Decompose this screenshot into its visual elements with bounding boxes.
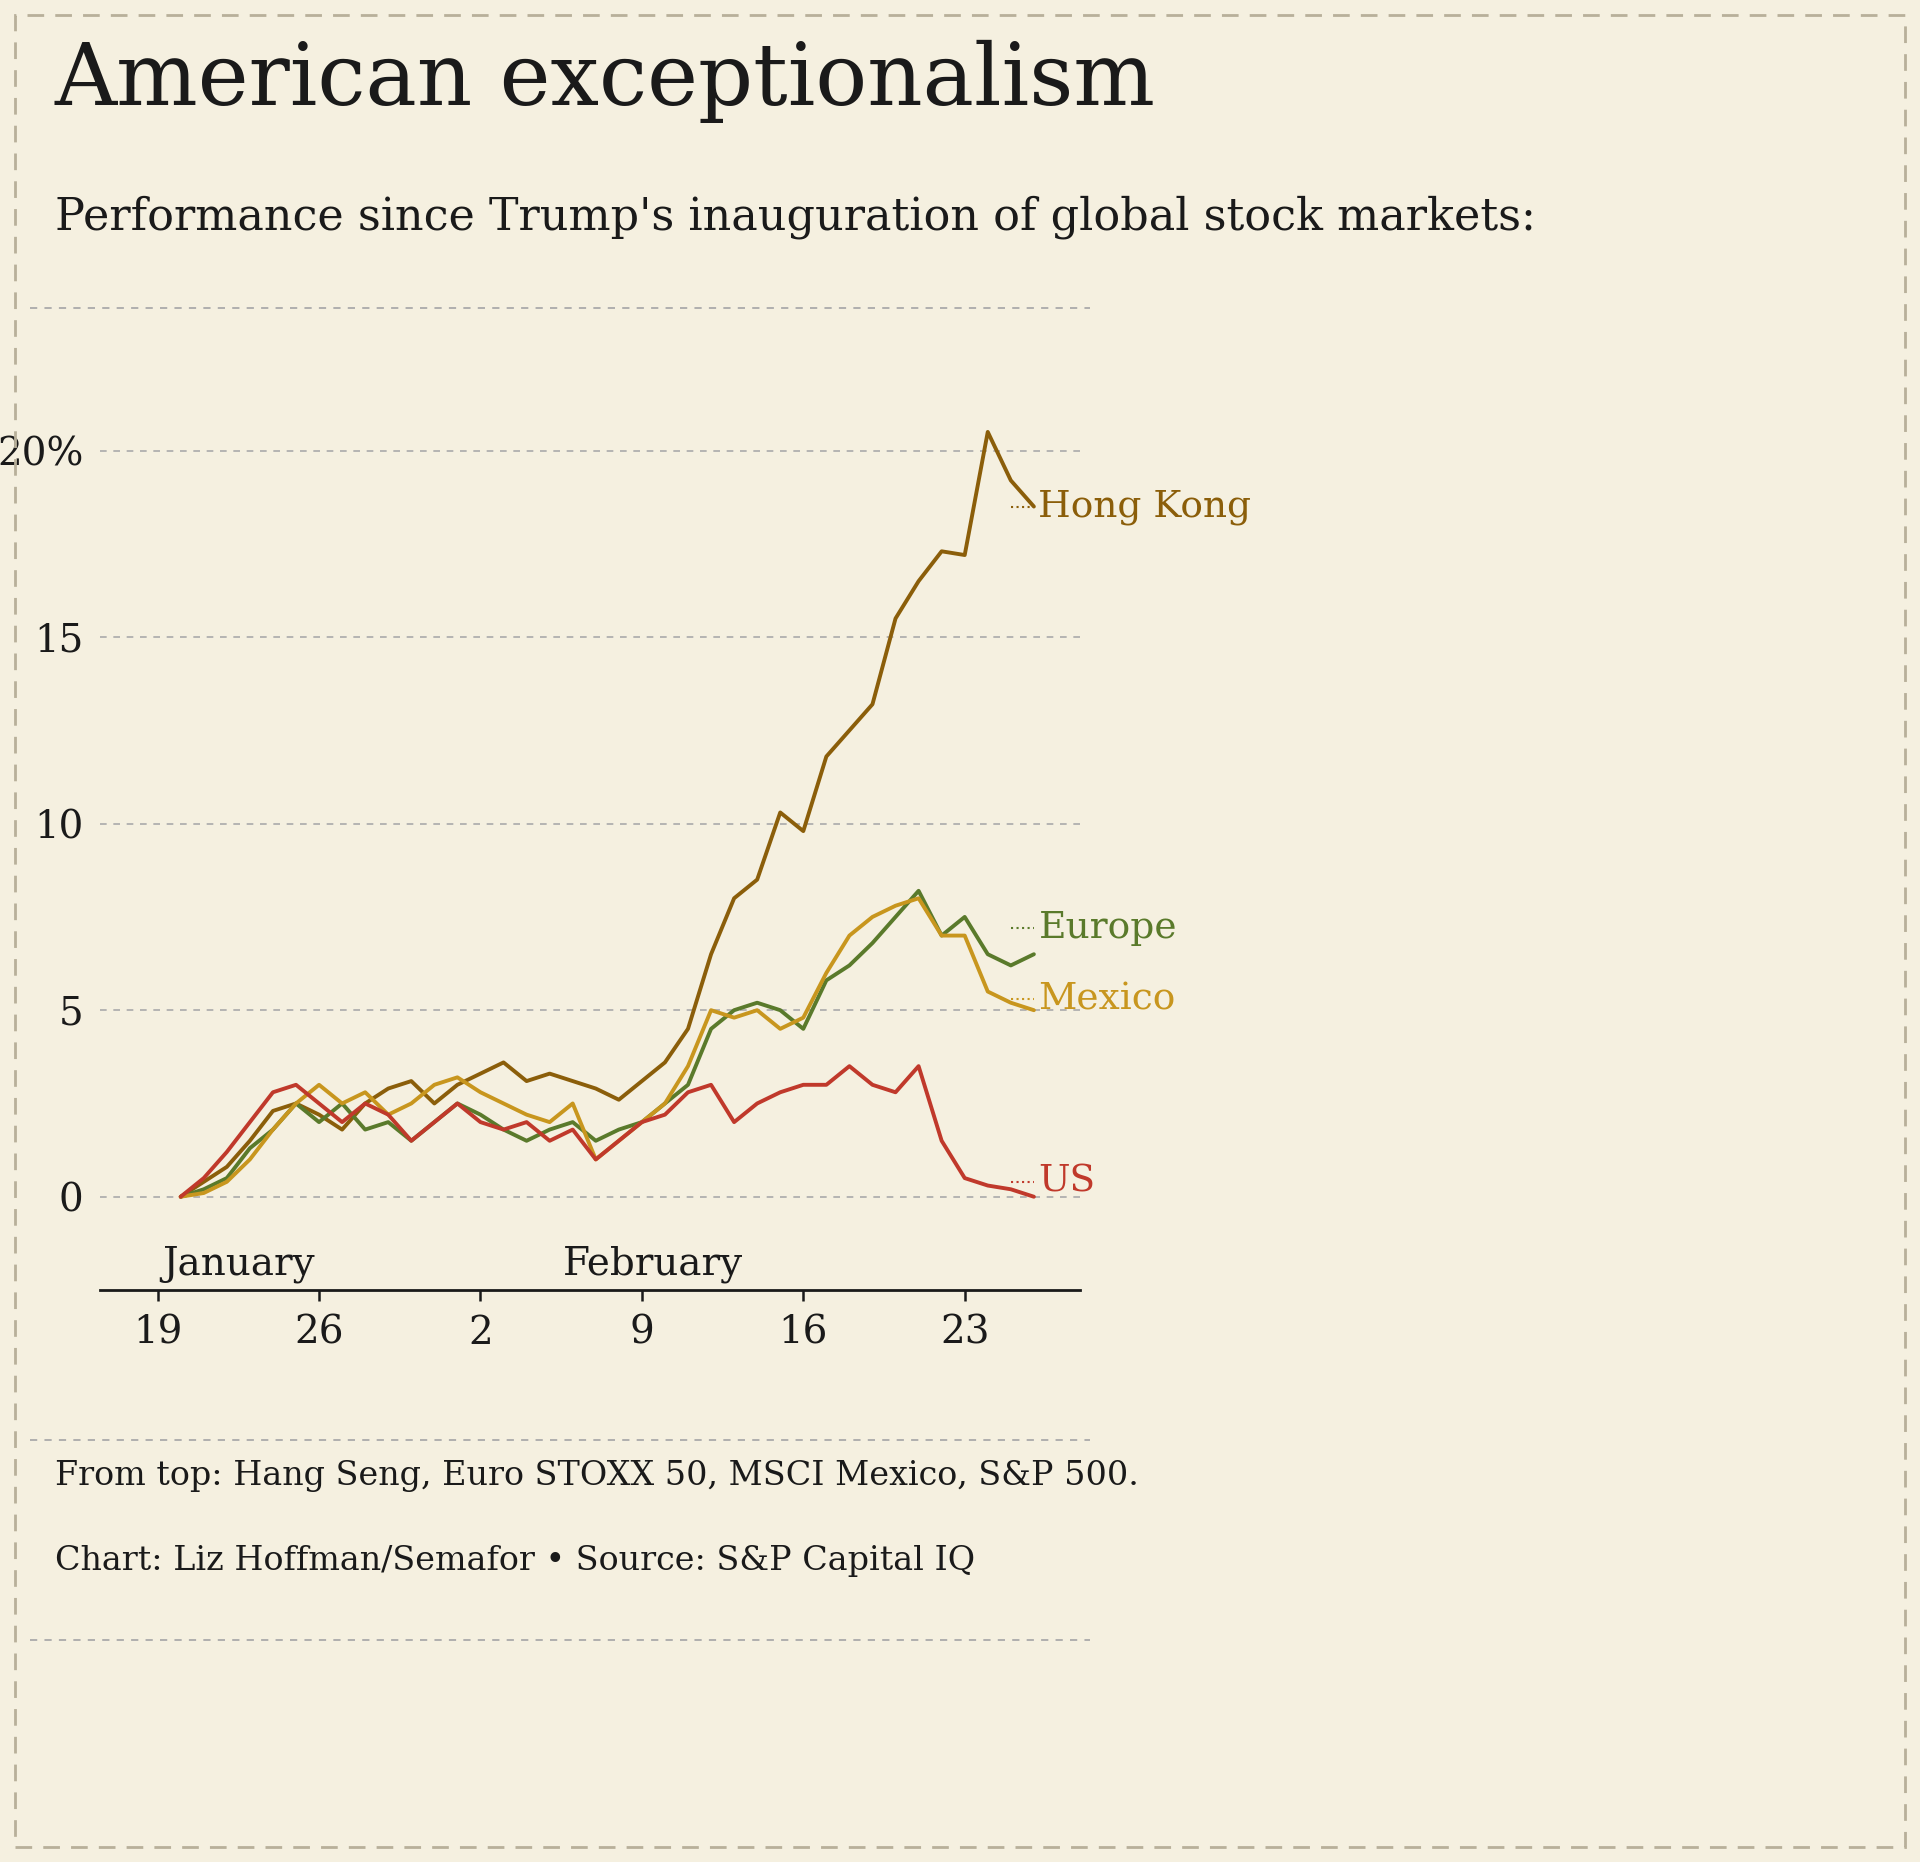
Text: SEMAFOR: SEMAFOR: [77, 1722, 411, 1780]
Text: February: February: [563, 1246, 743, 1283]
Text: From top: Hang Seng, Euro STOXX 50, MSCI Mexico, S&P 500.: From top: Hang Seng, Euro STOXX 50, MSCI…: [56, 1460, 1139, 1491]
Text: American exceptionalism: American exceptionalism: [56, 39, 1156, 123]
Text: Performance since Trump's inauguration of global stock markets:: Performance since Trump's inauguration o…: [56, 196, 1536, 238]
Text: January: January: [161, 1246, 315, 1283]
Text: US: US: [1039, 1164, 1096, 1199]
Text: Mexico: Mexico: [1039, 981, 1175, 1017]
Text: Chart: Liz Hoffman/Semafor • Source: S&P Capital IQ: Chart: Liz Hoffman/Semafor • Source: S&P…: [56, 1545, 975, 1577]
Text: Europe: Europe: [1039, 911, 1177, 946]
Text: Hong Kong: Hong Kong: [1039, 488, 1252, 525]
